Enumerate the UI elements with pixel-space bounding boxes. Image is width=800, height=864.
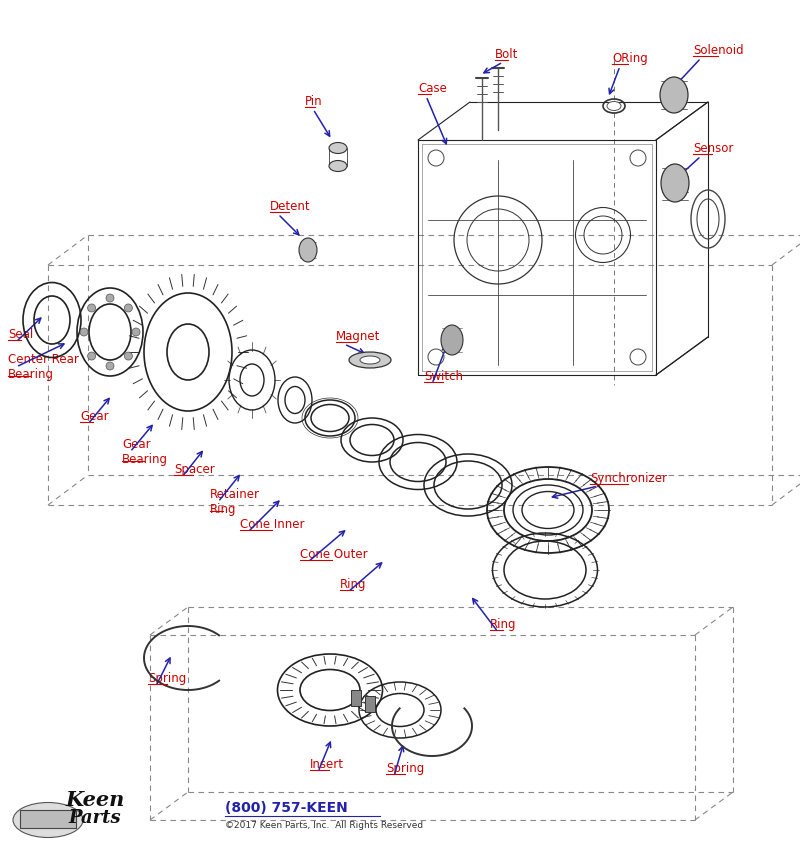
Text: Ring: Ring — [490, 618, 517, 631]
Text: Cone Inner: Cone Inner — [240, 518, 305, 531]
Text: Spring: Spring — [148, 672, 186, 685]
Text: Detent: Detent — [270, 200, 310, 213]
Text: (800) 757-KEEN: (800) 757-KEEN — [225, 801, 348, 815]
Circle shape — [124, 352, 132, 360]
Text: Spring: Spring — [386, 762, 424, 775]
Circle shape — [132, 328, 140, 336]
Circle shape — [106, 294, 114, 302]
Ellipse shape — [607, 101, 621, 111]
Circle shape — [124, 304, 132, 312]
Ellipse shape — [13, 803, 83, 837]
Text: Gear
Bearing: Gear Bearing — [122, 438, 168, 466]
Text: Switch: Switch — [424, 370, 463, 383]
Text: ©2017 Keen Parts, Inc.  All Rights Reserved: ©2017 Keen Parts, Inc. All Rights Reserv… — [225, 821, 423, 829]
Circle shape — [80, 328, 88, 336]
Ellipse shape — [660, 77, 688, 113]
Bar — [351, 690, 361, 706]
Text: ORing: ORing — [612, 52, 648, 65]
Circle shape — [88, 352, 96, 360]
Ellipse shape — [661, 164, 689, 202]
Bar — [365, 696, 375, 712]
Text: Case: Case — [418, 82, 447, 95]
Circle shape — [106, 362, 114, 370]
Ellipse shape — [329, 161, 347, 171]
Ellipse shape — [329, 143, 347, 154]
Text: Solenoid: Solenoid — [693, 44, 744, 57]
Text: Magnet: Magnet — [336, 330, 380, 343]
Text: Pin: Pin — [305, 95, 322, 108]
Text: Spacer: Spacer — [174, 463, 214, 476]
Text: Bolt: Bolt — [495, 48, 518, 61]
Ellipse shape — [349, 352, 391, 368]
Text: Ring: Ring — [340, 578, 366, 591]
Text: Keen: Keen — [66, 790, 125, 810]
Ellipse shape — [441, 325, 463, 355]
Text: Insert: Insert — [310, 758, 344, 771]
Text: Cone Outer: Cone Outer — [300, 548, 368, 561]
Text: Gear: Gear — [80, 410, 109, 423]
Ellipse shape — [360, 356, 380, 364]
Text: Seal: Seal — [8, 328, 34, 341]
Text: Retainer
Ring: Retainer Ring — [210, 488, 260, 516]
Text: Center Rear
Bearing: Center Rear Bearing — [8, 353, 79, 381]
Text: Synchronizer: Synchronizer — [590, 472, 667, 485]
Circle shape — [88, 304, 96, 312]
Text: Parts: Parts — [69, 809, 122, 827]
Bar — [20, 810, 76, 828]
Text: Sensor: Sensor — [693, 142, 734, 155]
Ellipse shape — [299, 238, 317, 262]
